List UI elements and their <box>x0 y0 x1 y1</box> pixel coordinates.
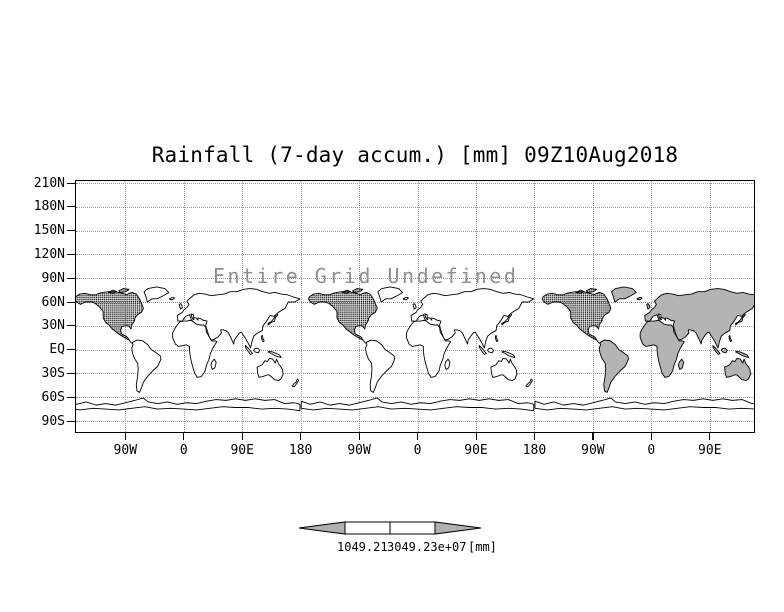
colorbar-max-label: 3049.23e+07 <box>387 540 467 554</box>
x-tick-mark <box>300 433 302 440</box>
gridline-horizontal <box>76 349 754 351</box>
colorbar <box>298 521 482 535</box>
gridline-horizontal <box>76 230 754 232</box>
x-tick-label: 90E <box>230 443 254 458</box>
x-tick-label: 90E <box>698 443 722 458</box>
x-tick-label: 90W <box>581 443 605 458</box>
y-tick-mark <box>67 182 75 184</box>
y-tick-mark <box>67 301 75 303</box>
gridline-horizontal <box>76 373 754 375</box>
gridline-vertical <box>534 181 536 432</box>
y-tick-label: 90S <box>41 413 65 429</box>
colorbar-min-label: 1049.21 <box>337 540 388 554</box>
y-tick-mark <box>67 349 75 351</box>
gridline-horizontal <box>76 254 754 256</box>
gridline-horizontal <box>76 278 754 280</box>
x-tick-label: 0 <box>179 443 188 458</box>
colorbar-right-arrow-icon <box>434 521 482 535</box>
y-tick-label: 60N <box>41 294 65 310</box>
x-tick-mark <box>592 433 594 440</box>
gridline-horizontal <box>76 183 754 184</box>
gridline-horizontal <box>76 397 754 399</box>
y-tick-mark <box>67 206 75 208</box>
x-tick-label: 180 <box>522 443 547 458</box>
gridline-vertical <box>183 181 185 432</box>
y-tick-label: 120N <box>33 246 65 262</box>
world-map-copy <box>75 286 301 412</box>
y-tick-label: 30N <box>41 318 65 334</box>
world-map-copy <box>534 286 755 412</box>
x-tick-mark <box>709 433 711 440</box>
y-tick-label: 150N <box>33 223 65 239</box>
y-tick-label: 180N <box>33 199 65 215</box>
y-tick-mark <box>67 277 75 279</box>
y-tick-mark <box>67 396 75 398</box>
y-tick-label: EQ <box>49 342 65 358</box>
x-tick-label: 90W <box>347 443 371 458</box>
y-tick-label: 210N <box>33 175 65 191</box>
gridline-vertical <box>651 181 653 432</box>
world-map-copy <box>300 286 535 412</box>
x-tick-label: 90W <box>113 443 138 458</box>
x-tick-mark <box>650 433 653 440</box>
y-tick-mark <box>67 372 75 375</box>
y-tick-label: 30S <box>41 365 65 381</box>
x-tick-label: 0 <box>413 443 422 458</box>
y-tick-mark <box>67 420 75 422</box>
y-tick-label: 90N <box>41 270 65 286</box>
colorbar-left-arrow-icon <box>298 521 346 535</box>
y-tick-mark <box>67 253 75 256</box>
gridline-horizontal <box>76 302 754 303</box>
gridline-vertical <box>417 181 419 432</box>
gridline-horizontal <box>76 421 754 422</box>
x-tick-mark <box>183 433 185 440</box>
x-tick-mark <box>475 433 477 440</box>
x-tick-mark <box>417 433 419 440</box>
gridline-horizontal <box>76 206 754 208</box>
x-tick-mark <box>124 433 126 440</box>
chart-title: Rainfall (7-day accum.) [mm] 09Z10Aug201… <box>151 143 679 167</box>
x-tick-label: 0 <box>647 443 656 458</box>
x-tick-mark <box>358 433 360 440</box>
x-tick-label: 90E <box>464 443 488 458</box>
y-tick-label: 60S <box>41 389 65 405</box>
x-tick-label: 180 <box>288 443 313 458</box>
colorbar-units-label: [mm] <box>468 540 497 554</box>
y-tick-mark <box>67 230 75 232</box>
x-tick-mark <box>241 433 243 440</box>
y-tick-mark <box>67 325 75 327</box>
gridline-vertical <box>300 181 302 432</box>
world-map <box>75 286 755 412</box>
grid-undefined-annotation: Entire Grid Undefined <box>213 264 519 288</box>
x-tick-mark <box>533 433 536 440</box>
